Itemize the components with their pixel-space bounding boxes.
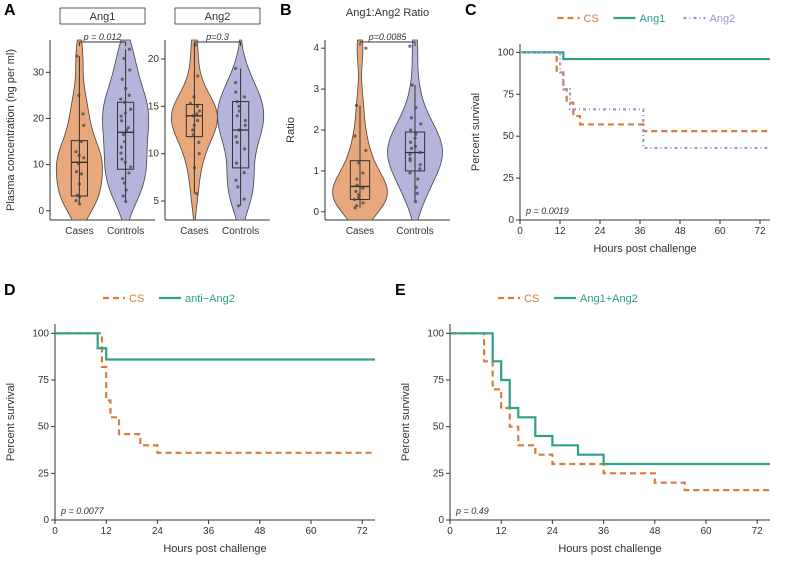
svg-text:36: 36: [203, 526, 215, 537]
svg-text:24: 24: [152, 526, 164, 537]
panel-e: E 0 25 50 75 100 0 12 24 36 48 60 72 Percent surviva…: [395, 280, 785, 570]
panel-c: C 0 25 50 75 100 0 12 24 36 48 60 72 Percent surviva…: [465, 0, 785, 270]
panel-d: D 0 25 50 75 100 0 12 24 36 48 60 72 Percent surviva…: [0, 280, 390, 570]
svg-text:Hours post challenge: Hours post challenge: [163, 543, 266, 555]
svg-text:0: 0: [517, 226, 523, 237]
svg-text:1: 1: [313, 166, 319, 177]
svg-text:50: 50: [503, 131, 515, 142]
panel-a-chart: Plasma concentration (ng per ml) Ang1 0 10 2…: [0, 0, 280, 270]
svg-text:72: 72: [357, 526, 369, 537]
svg-text:15: 15: [148, 101, 160, 112]
svg-text:0: 0: [43, 515, 49, 526]
panel-c-chart: 0 25 50 75 100 0 12 24 36 48 60 72 Percent survival H…: [465, 0, 785, 270]
svg-text:Ang1:Ang2 Ratio: Ang1:Ang2 Ratio: [346, 7, 429, 19]
svg-text:2: 2: [313, 125, 319, 136]
svg-text:3: 3: [313, 84, 319, 95]
svg-text:Cases: Cases: [180, 226, 208, 237]
svg-text:Hours post challenge: Hours post challenge: [558, 543, 661, 555]
svg-text:0: 0: [313, 207, 319, 218]
svg-text:Controls: Controls: [396, 226, 433, 237]
svg-text:12: 12: [101, 526, 113, 537]
svg-text:Ang1+Ang2: Ang1+Ang2: [580, 293, 638, 305]
svg-text:48: 48: [674, 226, 686, 237]
svg-text:60: 60: [714, 226, 726, 237]
svg-text:Cases: Cases: [65, 226, 93, 237]
svg-text:10: 10: [148, 149, 160, 160]
panel-b-label: B: [280, 2, 292, 20]
svg-text:25: 25: [503, 173, 515, 184]
svg-text:Plasma concentration (ng per m: Plasma concentration (ng per ml): [5, 49, 17, 211]
svg-text:12: 12: [496, 526, 508, 537]
svg-text:Ang2: Ang2: [205, 11, 231, 23]
svg-text:36: 36: [598, 526, 610, 537]
svg-text:CS: CS: [129, 293, 144, 305]
panel-d-chart: 0 25 50 75 100 0 12 24 36 48 60 72 Percent survival H…: [0, 280, 390, 570]
panel-a-label: A: [4, 2, 16, 20]
svg-text:24: 24: [547, 526, 559, 537]
svg-text:Percent survival: Percent survival: [470, 93, 482, 171]
svg-text:25: 25: [433, 468, 445, 479]
svg-text:12: 12: [554, 226, 566, 237]
svg-text:72: 72: [752, 526, 764, 537]
svg-text:Percent survival: Percent survival: [5, 383, 17, 461]
panel-d-label: D: [4, 282, 16, 300]
svg-text:Ratio: Ratio: [285, 117, 297, 143]
svg-text:p = 0.0019: p = 0.0019: [525, 206, 569, 216]
svg-text:Controls: Controls: [222, 226, 259, 237]
panel-c-label: C: [465, 2, 477, 20]
svg-text:75: 75: [38, 375, 50, 386]
svg-text:Controls: Controls: [107, 226, 144, 237]
panel-e-label: E: [395, 282, 406, 300]
svg-text:Cases: Cases: [346, 226, 374, 237]
panel-e-chart: 0 25 50 75 100 0 12 24 36 48 60 72 Percent survival H…: [395, 280, 785, 570]
svg-text:20: 20: [33, 113, 45, 124]
svg-text:anti−Ang2: anti−Ang2: [185, 293, 235, 305]
svg-text:0: 0: [438, 515, 444, 526]
svg-text:Ang1: Ang1: [90, 11, 116, 23]
svg-text:Ang2: Ang2: [710, 13, 736, 25]
panel-b-chart: Ang1:Ang2 Ratio Ratio 0 1 2 3 4 Cases Controls p=…: [280, 0, 465, 270]
svg-text:100: 100: [32, 328, 49, 339]
svg-text:36: 36: [634, 226, 646, 237]
svg-text:Hours post challenge: Hours post challenge: [593, 243, 696, 255]
svg-text:75: 75: [503, 89, 515, 100]
svg-text:Ang1: Ang1: [640, 13, 666, 25]
svg-text:0: 0: [38, 206, 44, 217]
svg-text:CS: CS: [524, 293, 539, 305]
svg-text:75: 75: [433, 375, 445, 386]
svg-text:50: 50: [433, 422, 445, 433]
svg-text:48: 48: [649, 526, 661, 537]
svg-text:4: 4: [313, 43, 319, 54]
svg-text:p = 0.012: p = 0.012: [83, 32, 122, 42]
svg-text:60: 60: [700, 526, 712, 537]
svg-text:p = 0.49: p = 0.49: [455, 506, 489, 516]
svg-text:20: 20: [148, 54, 160, 65]
svg-text:24: 24: [594, 226, 606, 237]
svg-text:p=0.3: p=0.3: [205, 32, 229, 42]
svg-text:p = 0.0077: p = 0.0077: [60, 506, 105, 516]
svg-text:25: 25: [38, 468, 50, 479]
svg-text:30: 30: [33, 67, 45, 78]
svg-text:0: 0: [52, 526, 58, 537]
svg-text:100: 100: [427, 328, 444, 339]
svg-text:100: 100: [497, 47, 514, 58]
svg-text:Percent survival: Percent survival: [400, 383, 412, 461]
svg-text:CS: CS: [584, 13, 599, 25]
svg-text:60: 60: [305, 526, 317, 537]
svg-text:48: 48: [254, 526, 266, 537]
svg-text:50: 50: [38, 422, 50, 433]
svg-text:72: 72: [754, 226, 766, 237]
svg-text:p=0.0085: p=0.0085: [368, 32, 408, 42]
panel-b: B Ang1:Ang2 Ratio Ratio 0 1 2 3 4 Cases Controls…: [280, 0, 465, 270]
svg-text:0: 0: [447, 526, 453, 537]
svg-text:5: 5: [153, 196, 159, 207]
svg-text:10: 10: [33, 160, 45, 171]
panel-a: A Plasma concentration (ng per ml) Ang1 0 1…: [0, 0, 280, 270]
svg-text:0: 0: [508, 215, 514, 226]
